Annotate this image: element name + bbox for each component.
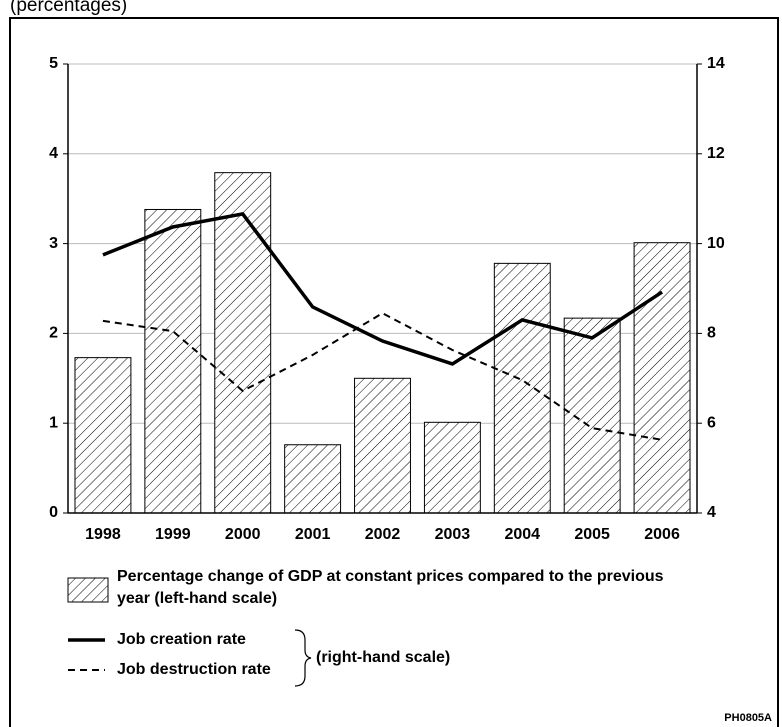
bar	[144, 208, 202, 514]
y2-tick-label: 8	[707, 325, 716, 342]
bar	[354, 377, 411, 514]
frame	[9, 17, 779, 727]
bar	[493, 262, 551, 514]
x-tick-label: 1999	[155, 526, 191, 543]
x-tick-label: 2002	[365, 526, 401, 543]
x-tick-label: 2000	[225, 526, 261, 543]
legend-swatch	[67, 577, 109, 603]
bar	[633, 242, 691, 514]
x-tick-label: 2001	[295, 526, 331, 543]
legend-label: Job destruction rate	[117, 661, 271, 678]
code-label: PH0805A	[724, 712, 772, 724]
x-tick-label: 2004	[504, 526, 540, 543]
right-scale-note: (right-hand scale)	[316, 649, 450, 666]
y-tick-label: 4	[49, 145, 58, 162]
x-tick-label: 1998	[85, 526, 121, 543]
bar	[74, 357, 132, 514]
y-tick-label: 3	[49, 235, 58, 252]
y2-tick-label: 10	[707, 235, 725, 252]
x-tick-label: 2003	[435, 526, 471, 543]
legend-label: Job creation rate	[117, 631, 246, 648]
y-tick-label: 5	[49, 55, 58, 72]
x-tick-label: 2005	[574, 526, 610, 543]
bracket	[294, 629, 312, 687]
line	[102, 312, 663, 441]
chart-title: (percentages)	[10, 0, 127, 16]
legend-label: Percentage change of GDP at constant pri…	[117, 568, 664, 607]
bar	[423, 421, 481, 514]
x-tick-label: 2006	[644, 526, 680, 543]
line	[102, 212, 664, 366]
y-tick-label: 0	[49, 504, 58, 521]
y-tick-label: 2	[49, 325, 58, 342]
bar	[214, 172, 272, 514]
bar	[563, 317, 621, 514]
y2-tick-label: 6	[707, 414, 716, 431]
y2-tick-label: 4	[707, 504, 716, 521]
y-tick-label: 1	[49, 414, 58, 431]
bar	[284, 444, 342, 514]
y2-tick-label: 14	[707, 55, 725, 72]
y2-tick-label: 12	[707, 145, 725, 162]
